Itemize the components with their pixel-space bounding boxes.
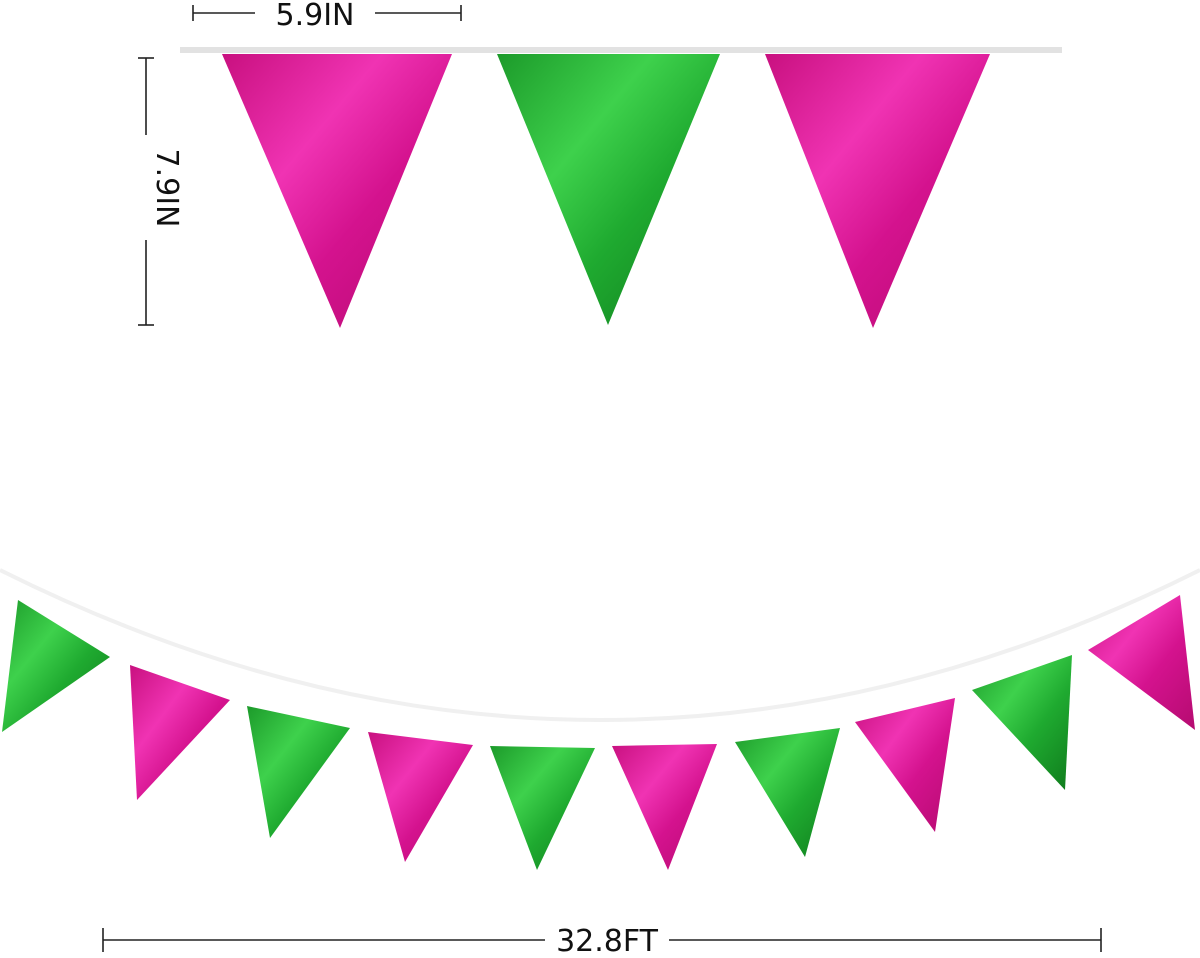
pennant xyxy=(497,54,720,325)
height-dimension: 7.9IN xyxy=(128,57,184,326)
length-label: 32.8FT xyxy=(556,924,659,958)
garland xyxy=(2,595,1195,870)
pennant xyxy=(222,54,452,328)
height-label: 7.9IN xyxy=(149,149,184,228)
length-dimension: 32.8FT xyxy=(102,922,1102,958)
string xyxy=(0,568,1200,722)
pennant xyxy=(765,54,990,328)
width-label: 5.9IN xyxy=(276,0,355,33)
width-dimension: 5.9IN xyxy=(192,0,462,33)
